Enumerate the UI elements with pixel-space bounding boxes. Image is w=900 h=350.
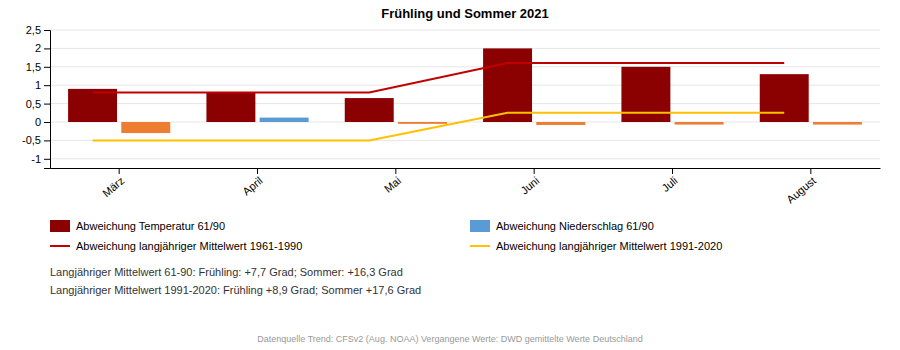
y-tick-label: -0,5: [22, 134, 41, 146]
bar: [345, 98, 394, 122]
x-tick: Juli: [659, 168, 679, 194]
y-tick-mark: [44, 85, 50, 86]
annotation: Langjähriger Mittelwert 1991-2020: Frühl…: [50, 284, 421, 296]
grid-line: [50, 66, 880, 67]
grid-line: [50, 85, 880, 86]
x-axis: März April Mai Juni Juli August: [51, 168, 881, 205]
y-tick-label: 0: [35, 116, 41, 128]
legend-swatch: [470, 220, 490, 232]
legend-label: Abweichung langjähriger Mittelwert 1961-…: [76, 240, 302, 252]
y-tick-mark: [44, 67, 50, 68]
y-tick: 2: [35, 42, 50, 54]
x-tick-mark: [395, 168, 396, 174]
bar: [260, 122, 309, 123]
y-tick-mark: [44, 140, 50, 141]
bar-series: [121, 122, 862, 133]
x-tick-label: April: [240, 174, 265, 197]
bar: [675, 122, 724, 125]
y-tick-label: 0,5: [26, 98, 41, 110]
bar: [760, 74, 809, 122]
grid-line: [50, 158, 880, 159]
y-tick-mark: [44, 122, 50, 123]
y-tick-label: 1: [35, 79, 41, 91]
grid-line: [50, 103, 880, 104]
bar: [68, 89, 117, 122]
bar-series: [260, 118, 309, 122]
y-tick-label: 2: [35, 42, 41, 54]
legend-swatch: [470, 245, 490, 247]
y-tick: 2,5: [26, 24, 50, 36]
legend-item: Abweichung Niederschlag 61/90: [470, 220, 654, 232]
x-tick-label: Mai: [382, 174, 403, 195]
y-tick-mark: [44, 104, 50, 105]
x-tick: Mai: [382, 168, 403, 195]
y-tick-label: 2,5: [26, 24, 41, 36]
grid-line: [50, 30, 880, 31]
bar: [536, 122, 585, 125]
line: [93, 113, 785, 141]
x-tick: August: [784, 168, 818, 205]
y-tick-mark: [44, 48, 50, 49]
y-axis: -1 -0,5 0 0,5 1 1,5 2 2,5: [22, 24, 50, 168]
legend-item: Abweichung langjähriger Mittelwert 1961-…: [50, 240, 302, 252]
x-tick: April: [240, 168, 265, 198]
y-tick-label: -1: [31, 153, 41, 165]
bar: [121, 122, 170, 133]
footnote: Datenquelle Trend: CFSv2 (Aug. NOAA) Ver…: [257, 334, 642, 344]
x-tick-label: August: [784, 174, 818, 205]
legend-item: Abweichung langjähriger Mittelwert 1991-…: [470, 240, 722, 252]
bar: [483, 48, 532, 122]
y-tick: 1: [35, 79, 50, 91]
y-tick-mark: [44, 30, 50, 31]
legend: Abweichung Temperatur 61/90 Abweichung Ni…: [50, 220, 722, 252]
bar-series: [68, 48, 809, 122]
legend-swatch: [50, 220, 70, 232]
x-tick-mark: [534, 168, 535, 174]
chart: Frühling und Sommer 2021 -1 -0,5 0 0,5 1 1,5 2 2…: [0, 0, 900, 350]
bar: [206, 93, 255, 122]
x-tick: Juni: [518, 168, 541, 196]
plot-area: [68, 48, 862, 140]
x-tick-mark: [257, 168, 258, 174]
bar: [813, 122, 862, 125]
legend-swatch: [50, 245, 70, 247]
y-tick: -0,5: [22, 134, 50, 146]
y-tick: 0,5: [26, 98, 50, 110]
title: Frühling und Sommer 2021: [381, 6, 549, 21]
legend-label: Abweichung Temperatur 61/90: [76, 220, 225, 232]
x-tick-label: Juni: [518, 174, 541, 196]
axis-domain: [44, 31, 51, 169]
grid: [50, 30, 880, 159]
x-tick-mark: [119, 168, 120, 174]
legend-label: Abweichung langjähriger Mittelwert 1991-…: [496, 240, 722, 252]
axis-domain: [51, 168, 881, 169]
annotation: Langjähriger Mittelwert 61-90: Frühling:…: [50, 266, 403, 278]
bar: [260, 118, 309, 122]
bar: [398, 122, 447, 124]
x-tick-mark: [810, 168, 811, 174]
legend-label: Abweichung Niederschlag 61/90: [496, 220, 654, 232]
y-tick: -1: [31, 153, 50, 165]
x-tick-label: Juli: [659, 174, 679, 194]
y-tick-label: 1,5: [26, 61, 41, 73]
y-tick-mark: [44, 159, 50, 160]
x-tick: März: [100, 168, 126, 199]
y-tick: 1,5: [26, 61, 50, 73]
x-tick-label: März: [100, 174, 126, 199]
line: [93, 63, 785, 92]
legend-item: Abweichung Temperatur 61/90: [50, 220, 225, 232]
x-tick-mark: [672, 168, 673, 174]
grid-line: [50, 48, 880, 49]
y-tick: 0: [35, 116, 50, 128]
